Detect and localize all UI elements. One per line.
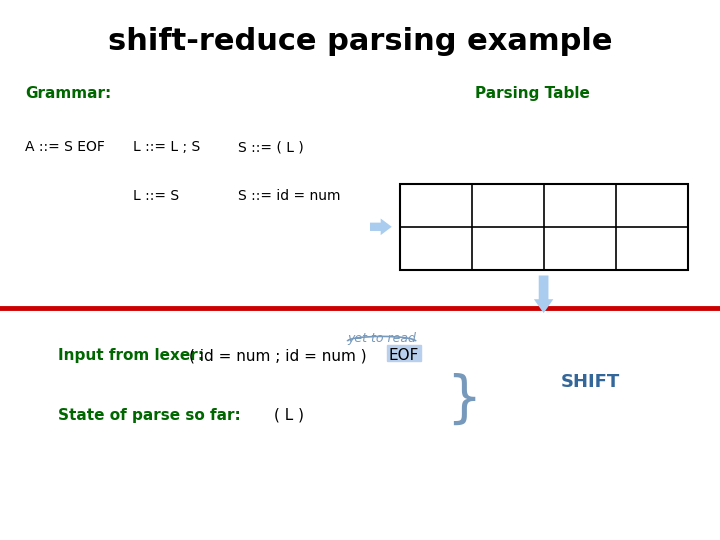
Text: ( L ): ( L ): [274, 408, 304, 423]
Text: L ::= L ; S: L ::= L ; S: [133, 140, 200, 154]
Bar: [400, 184, 688, 270]
FancyBboxPatch shape: [387, 345, 421, 361]
Text: L ::= S: L ::= S: [133, 189, 179, 203]
Text: EOF: EOF: [389, 348, 419, 363]
FancyArrowPatch shape: [370, 219, 392, 235]
Text: Grammar:: Grammar:: [25, 86, 112, 102]
Text: Parsing Table: Parsing Table: [475, 86, 590, 102]
Text: S ::= ( L ): S ::= ( L ): [238, 140, 303, 154]
Text: shift-reduce parsing example: shift-reduce parsing example: [108, 27, 612, 56]
Text: ( id = num ; id = num ): ( id = num ; id = num ): [189, 348, 366, 363]
Text: }: }: [446, 373, 482, 427]
Text: Input from lexer:: Input from lexer:: [58, 348, 204, 363]
Text: S ::= id = num: S ::= id = num: [238, 189, 340, 203]
Text: SHIFT: SHIFT: [561, 373, 620, 390]
Text: yet to read: yet to read: [347, 332, 416, 345]
Text: A ::= S EOF: A ::= S EOF: [25, 140, 105, 154]
FancyArrowPatch shape: [534, 275, 554, 313]
Text: State of parse so far:: State of parse so far:: [58, 408, 240, 423]
